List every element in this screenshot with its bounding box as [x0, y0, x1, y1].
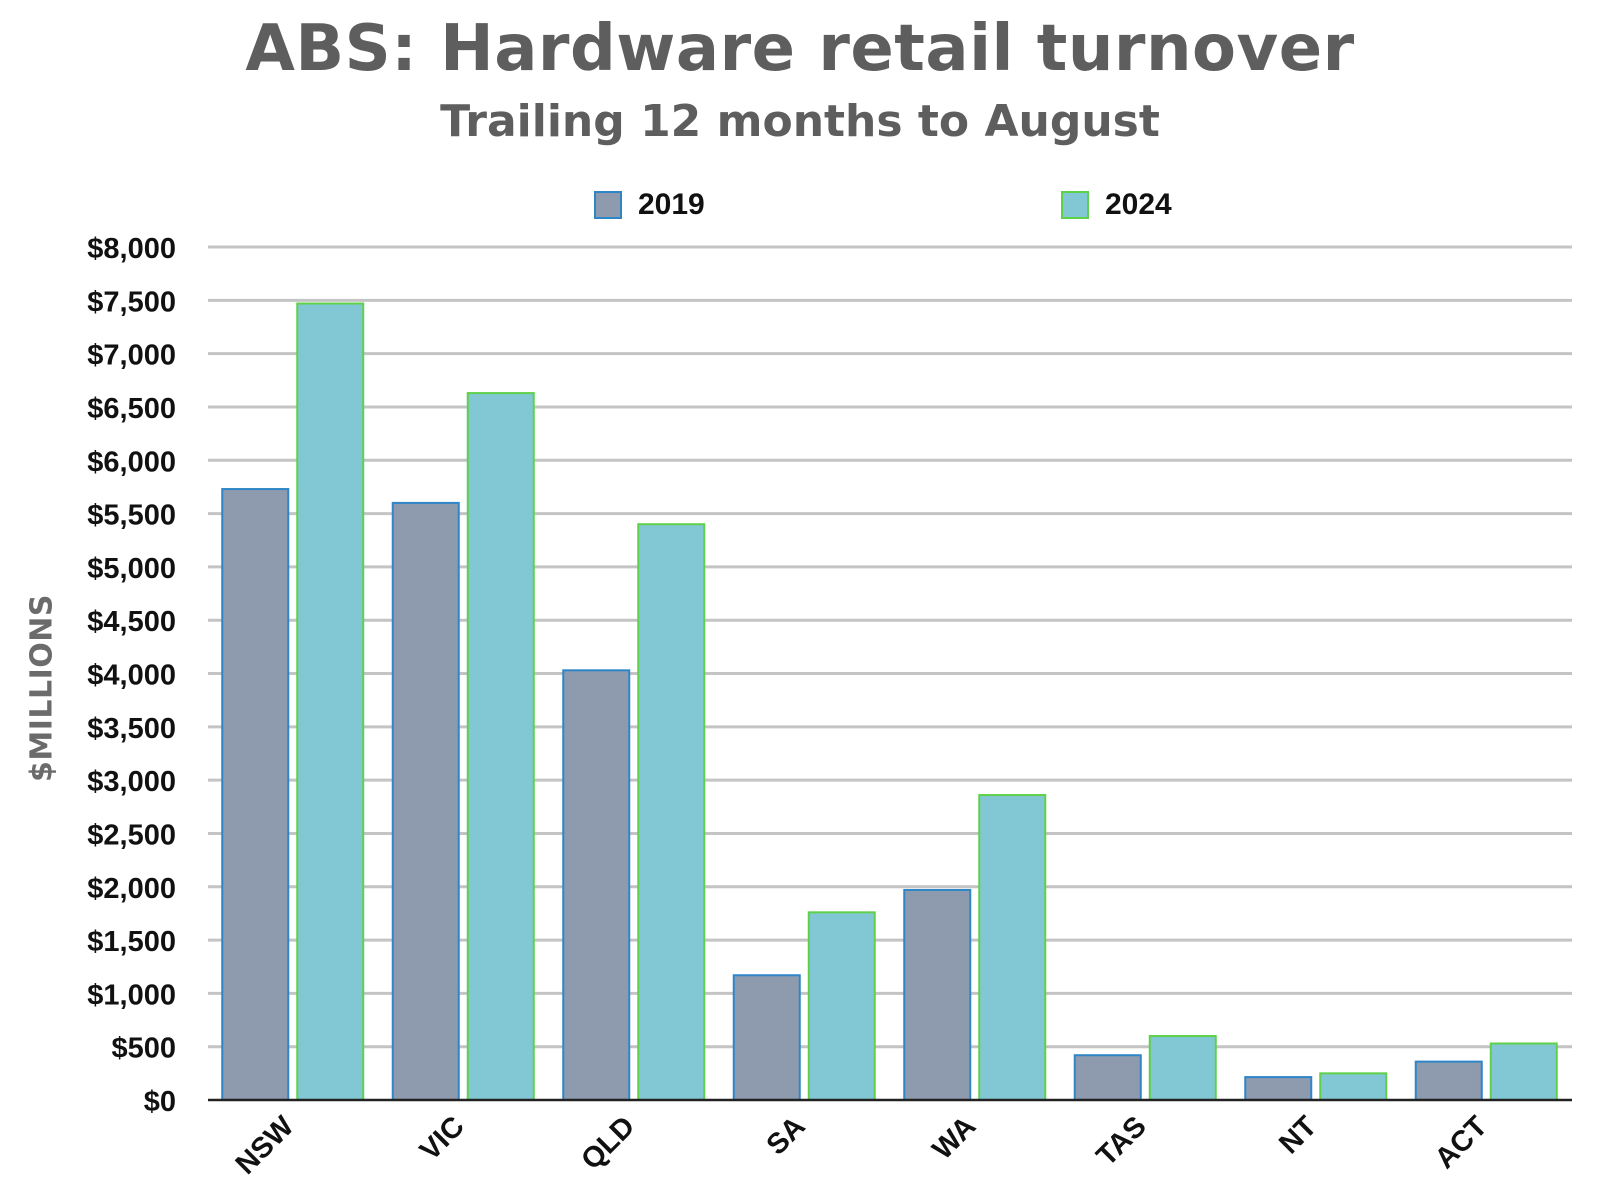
y-tick-label: $500: [111, 1033, 176, 1065]
bar-2024-nt: [1319, 1072, 1388, 1101]
bar-2024-nsw: [296, 302, 365, 1102]
bar-2019-nsw: [221, 488, 290, 1101]
bar-2019-sa: [732, 974, 801, 1102]
legend-label-2024: 2024: [1105, 188, 1172, 221]
bar-2019-nt: [1244, 1076, 1313, 1102]
legend-item-2024: 2024: [1061, 188, 1172, 222]
y-tick-label: $4,000: [87, 660, 176, 692]
y-tick-label: $2,000: [87, 873, 176, 905]
x-tick-label-tas: TAS: [1091, 1110, 1153, 1172]
y-tick-label: $2,500: [87, 819, 176, 851]
x-tick-label-vic: VIC: [414, 1110, 471, 1167]
y-tick-label: $0: [144, 1086, 176, 1118]
legend-swatch-2024: [1061, 191, 1089, 219]
bar-2024-wa: [978, 794, 1047, 1101]
bar-2024-tas: [1148, 1035, 1217, 1102]
bar-2019-vic: [391, 501, 460, 1101]
y-tick-label: $7,500: [87, 286, 176, 318]
x-tick-label-nsw: NSW: [230, 1110, 301, 1181]
bar-2019-act: [1414, 1060, 1483, 1101]
bar-2019-tas: [1073, 1054, 1142, 1102]
y-tick-label: $7,000: [87, 340, 176, 372]
x-tick-label-sa: SA: [761, 1110, 812, 1161]
y-tick-label: $8,000: [87, 233, 176, 265]
legend-label-2019: 2019: [638, 188, 705, 221]
y-tick-label: $6,000: [87, 446, 176, 478]
y-tick-label: $4,500: [87, 606, 176, 638]
y-tick-label: $5,000: [87, 553, 176, 585]
x-tick-label-nt: NT: [1273, 1110, 1323, 1160]
bar-2024-act: [1489, 1042, 1558, 1102]
chart-title: ABS: Hardware retail turnover: [245, 12, 1355, 86]
legend-item-2019: 2019: [594, 188, 705, 222]
bar-2024-sa: [807, 911, 876, 1102]
x-tick-label-act: ACT: [1429, 1110, 1494, 1175]
y-tick-label: $1,000: [87, 979, 176, 1011]
y-tick-label: $5,500: [87, 500, 176, 532]
y-tick-label: $1,500: [87, 926, 176, 958]
bar-2019-wa: [903, 888, 972, 1101]
x-tick-label-wa: WA: [927, 1110, 983, 1166]
bar-2024-vic: [466, 392, 535, 1102]
chart-subtitle: Trailing 12 months to August: [440, 96, 1160, 147]
y-tick-label: $3,500: [87, 713, 176, 745]
bar-2024-qld: [637, 523, 706, 1101]
y-tick-label: $6,500: [87, 393, 176, 425]
x-tick-label-qld: QLD: [575, 1110, 641, 1176]
bar-2019-qld: [562, 669, 631, 1102]
legend-swatch-2019: [594, 191, 622, 219]
y-tick-label: $3,000: [87, 766, 176, 798]
